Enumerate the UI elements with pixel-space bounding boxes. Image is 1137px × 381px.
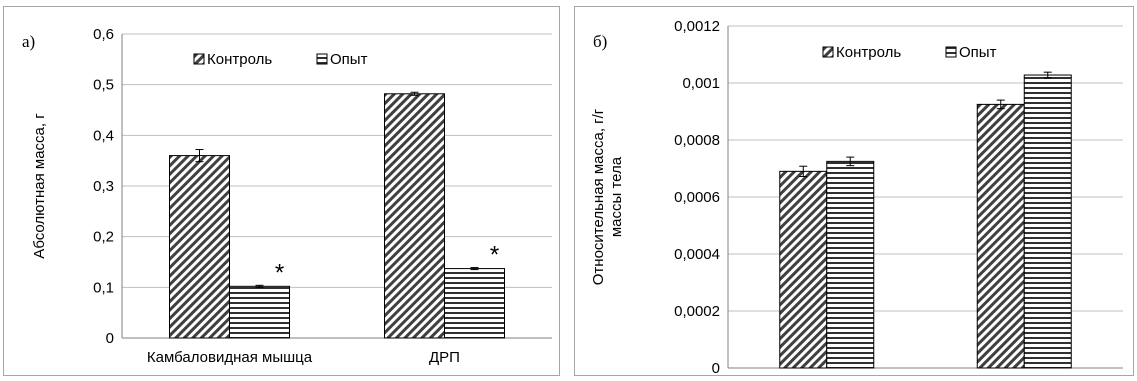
bar-diagonal <box>779 170 828 369</box>
legend-swatch-diagonal <box>822 46 834 58</box>
y-tick-label: 0,3 <box>93 178 114 195</box>
y-tick-label: 0,4 <box>93 127 114 144</box>
y-axis-title: массы тела <box>608 156 625 237</box>
legend-swatch-horizontal <box>945 46 957 58</box>
panel-label: а) <box>22 32 35 51</box>
y-tick-label: 0,5 <box>93 77 114 94</box>
legend-swatch-horizontal <box>316 53 328 65</box>
y-tick-label: 0,0008 <box>674 132 720 149</box>
x-category-label: Камбаловидная мышца <box>147 349 313 366</box>
bar-diagonal <box>169 155 230 339</box>
y-tick-label: 0,1 <box>93 279 114 296</box>
y-tick-label: 0 <box>106 330 114 347</box>
y-tick-label: 0,2 <box>93 229 114 246</box>
legend-label: Контроль <box>207 51 272 68</box>
bar-horizontal <box>826 160 875 369</box>
chart-panel-a: 0 0,1 0,2 0,3 0,4 0,5 0,6 Камбаловидная мышца * Д… <box>3 6 560 376</box>
y-tick-label: 0,0006 <box>674 189 720 206</box>
x-category-label: ДРП <box>429 349 460 366</box>
y-tick-label: 0,001 <box>682 75 720 92</box>
legend-label: Опыт <box>330 51 368 68</box>
bar-horizontal <box>1023 74 1072 369</box>
chart-b-svg: 00,00020,00040,00060,00080,0010,0012Камб… <box>590 18 1123 375</box>
significance-marker: * <box>275 259 284 286</box>
bar-diagonal <box>384 93 445 339</box>
bar-horizontal <box>444 268 505 339</box>
significance-marker: * <box>490 242 499 269</box>
legend-label: Опыт <box>959 44 997 61</box>
y-tick-label: 0,0002 <box>674 303 720 320</box>
y-tick-label: 0 <box>712 360 720 375</box>
bar-diagonal <box>976 103 1025 369</box>
legend-label: Контроль <box>836 44 901 61</box>
y-axis-title: Относительная масса, г/г <box>590 108 607 285</box>
y-tick-label: 0,0012 <box>674 18 720 35</box>
y-tick-label: 0,0004 <box>674 246 720 263</box>
y-tick-label: 0,6 <box>93 26 114 43</box>
panel-label: б) <box>593 32 607 51</box>
chart-a-svg: 0 0,1 0,2 0,3 0,4 0,5 0,6 Камбаловидная мышца * Д… <box>22 26 552 366</box>
chart-panel-b: 00,00020,00040,00060,00080,0010,0012Камб… <box>574 6 1134 376</box>
y-axis-title: Абсолютная масса, г <box>31 113 48 259</box>
legend-swatch-diagonal <box>193 53 205 65</box>
bar-horizontal <box>229 285 290 339</box>
